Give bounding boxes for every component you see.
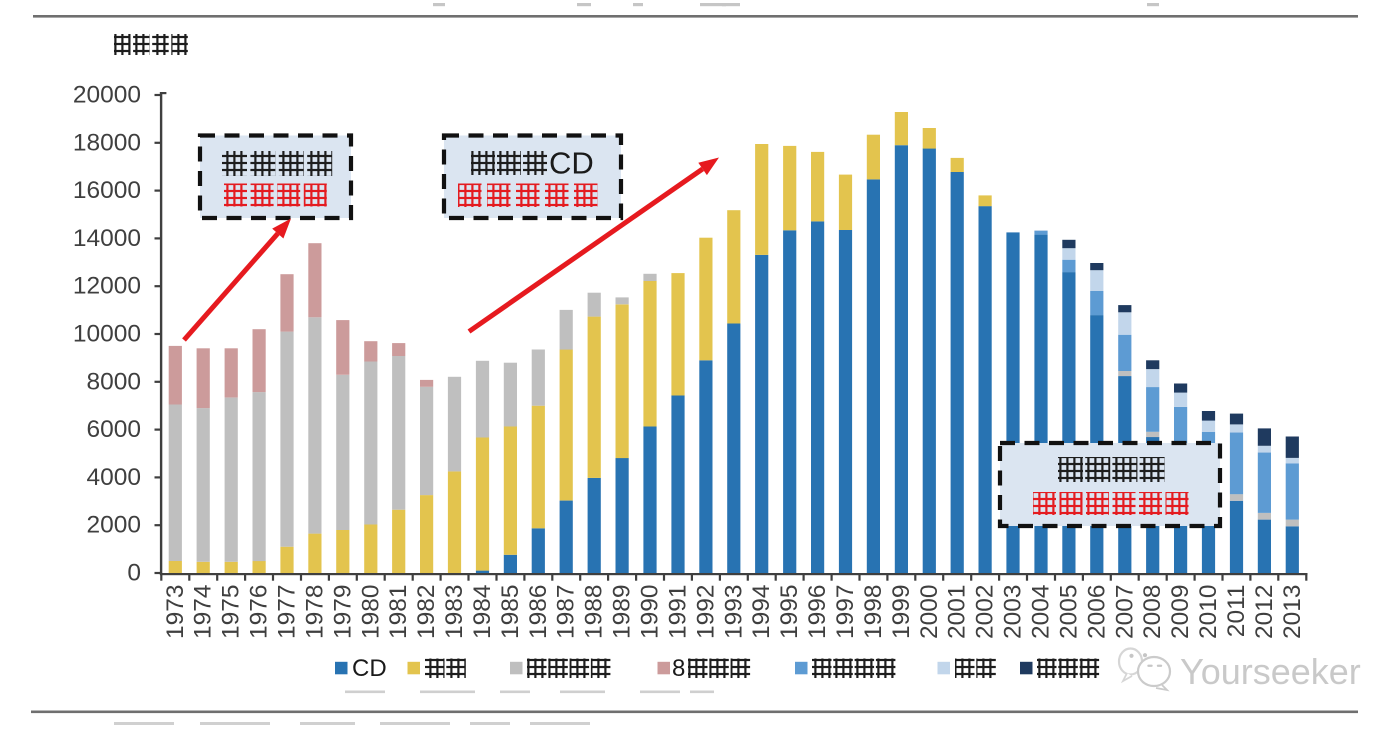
svg-text:1975: 1975 xyxy=(218,585,245,640)
svg-text:2007: 2007 xyxy=(1111,585,1138,640)
svg-text:2003: 2003 xyxy=(1000,585,1027,640)
svg-text:14000: 14000 xyxy=(73,225,141,252)
svg-text:1994: 1994 xyxy=(748,585,775,640)
svg-text:1979: 1979 xyxy=(329,585,356,640)
svg-text:8: 8 xyxy=(672,655,685,682)
svg-text:2012: 2012 xyxy=(1251,585,1278,640)
svg-text:0: 0 xyxy=(127,560,141,587)
svg-text:2009: 2009 xyxy=(1167,585,1194,640)
svg-text:4000: 4000 xyxy=(86,464,141,491)
svg-text:1973: 1973 xyxy=(162,585,189,640)
svg-text:1977: 1977 xyxy=(274,585,301,640)
svg-text:1989: 1989 xyxy=(609,585,636,640)
svg-text:2008: 2008 xyxy=(1139,585,1166,640)
svg-text:6000: 6000 xyxy=(86,416,141,443)
svg-text:1988: 1988 xyxy=(581,585,608,640)
svg-text:2010: 2010 xyxy=(1195,585,1222,640)
svg-text:2013: 2013 xyxy=(1279,585,1306,640)
svg-text:CD: CD xyxy=(549,146,594,181)
svg-text:1982: 1982 xyxy=(413,585,440,640)
svg-text:2011: 2011 xyxy=(1223,585,1250,638)
svg-text:1991: 1991 xyxy=(665,585,692,640)
svg-text:1998: 1998 xyxy=(860,585,887,640)
svg-text:2000: 2000 xyxy=(916,585,943,640)
svg-text:1999: 1999 xyxy=(888,585,915,640)
svg-text:1976: 1976 xyxy=(246,585,273,640)
svg-text:18000: 18000 xyxy=(73,129,141,156)
svg-text:8000: 8000 xyxy=(86,368,141,395)
svg-text:2005: 2005 xyxy=(1055,585,1082,640)
svg-text:1984: 1984 xyxy=(469,585,496,640)
svg-text:1978: 1978 xyxy=(301,585,328,640)
svg-text:1986: 1986 xyxy=(525,585,552,640)
svg-text:16000: 16000 xyxy=(73,177,141,204)
svg-text:1995: 1995 xyxy=(776,585,803,640)
svg-text:12000: 12000 xyxy=(73,273,141,300)
svg-text:2004: 2004 xyxy=(1028,585,1055,640)
svg-text:2000: 2000 xyxy=(86,512,141,539)
svg-text:Yourseeker: Yourseeker xyxy=(1180,651,1361,692)
svg-text:1996: 1996 xyxy=(804,585,831,640)
svg-text:2001: 2001 xyxy=(944,585,971,640)
svg-text:1983: 1983 xyxy=(441,585,468,640)
svg-text:1981: 1981 xyxy=(385,585,412,640)
svg-text:1993: 1993 xyxy=(720,585,747,640)
svg-text:20000: 20000 xyxy=(73,82,141,109)
svg-text:1987: 1987 xyxy=(553,585,580,640)
svg-text:10000: 10000 xyxy=(73,321,141,348)
svg-text:1992: 1992 xyxy=(692,585,719,640)
svg-text:1990: 1990 xyxy=(637,585,664,640)
svg-text:2002: 2002 xyxy=(972,585,999,640)
svg-text:2006: 2006 xyxy=(1083,585,1110,640)
svg-text:1997: 1997 xyxy=(832,585,859,640)
svg-text:1985: 1985 xyxy=(497,585,524,640)
svg-text:1980: 1980 xyxy=(357,585,384,640)
svg-text:CD: CD xyxy=(352,655,387,682)
svg-text:1974: 1974 xyxy=(190,585,217,640)
